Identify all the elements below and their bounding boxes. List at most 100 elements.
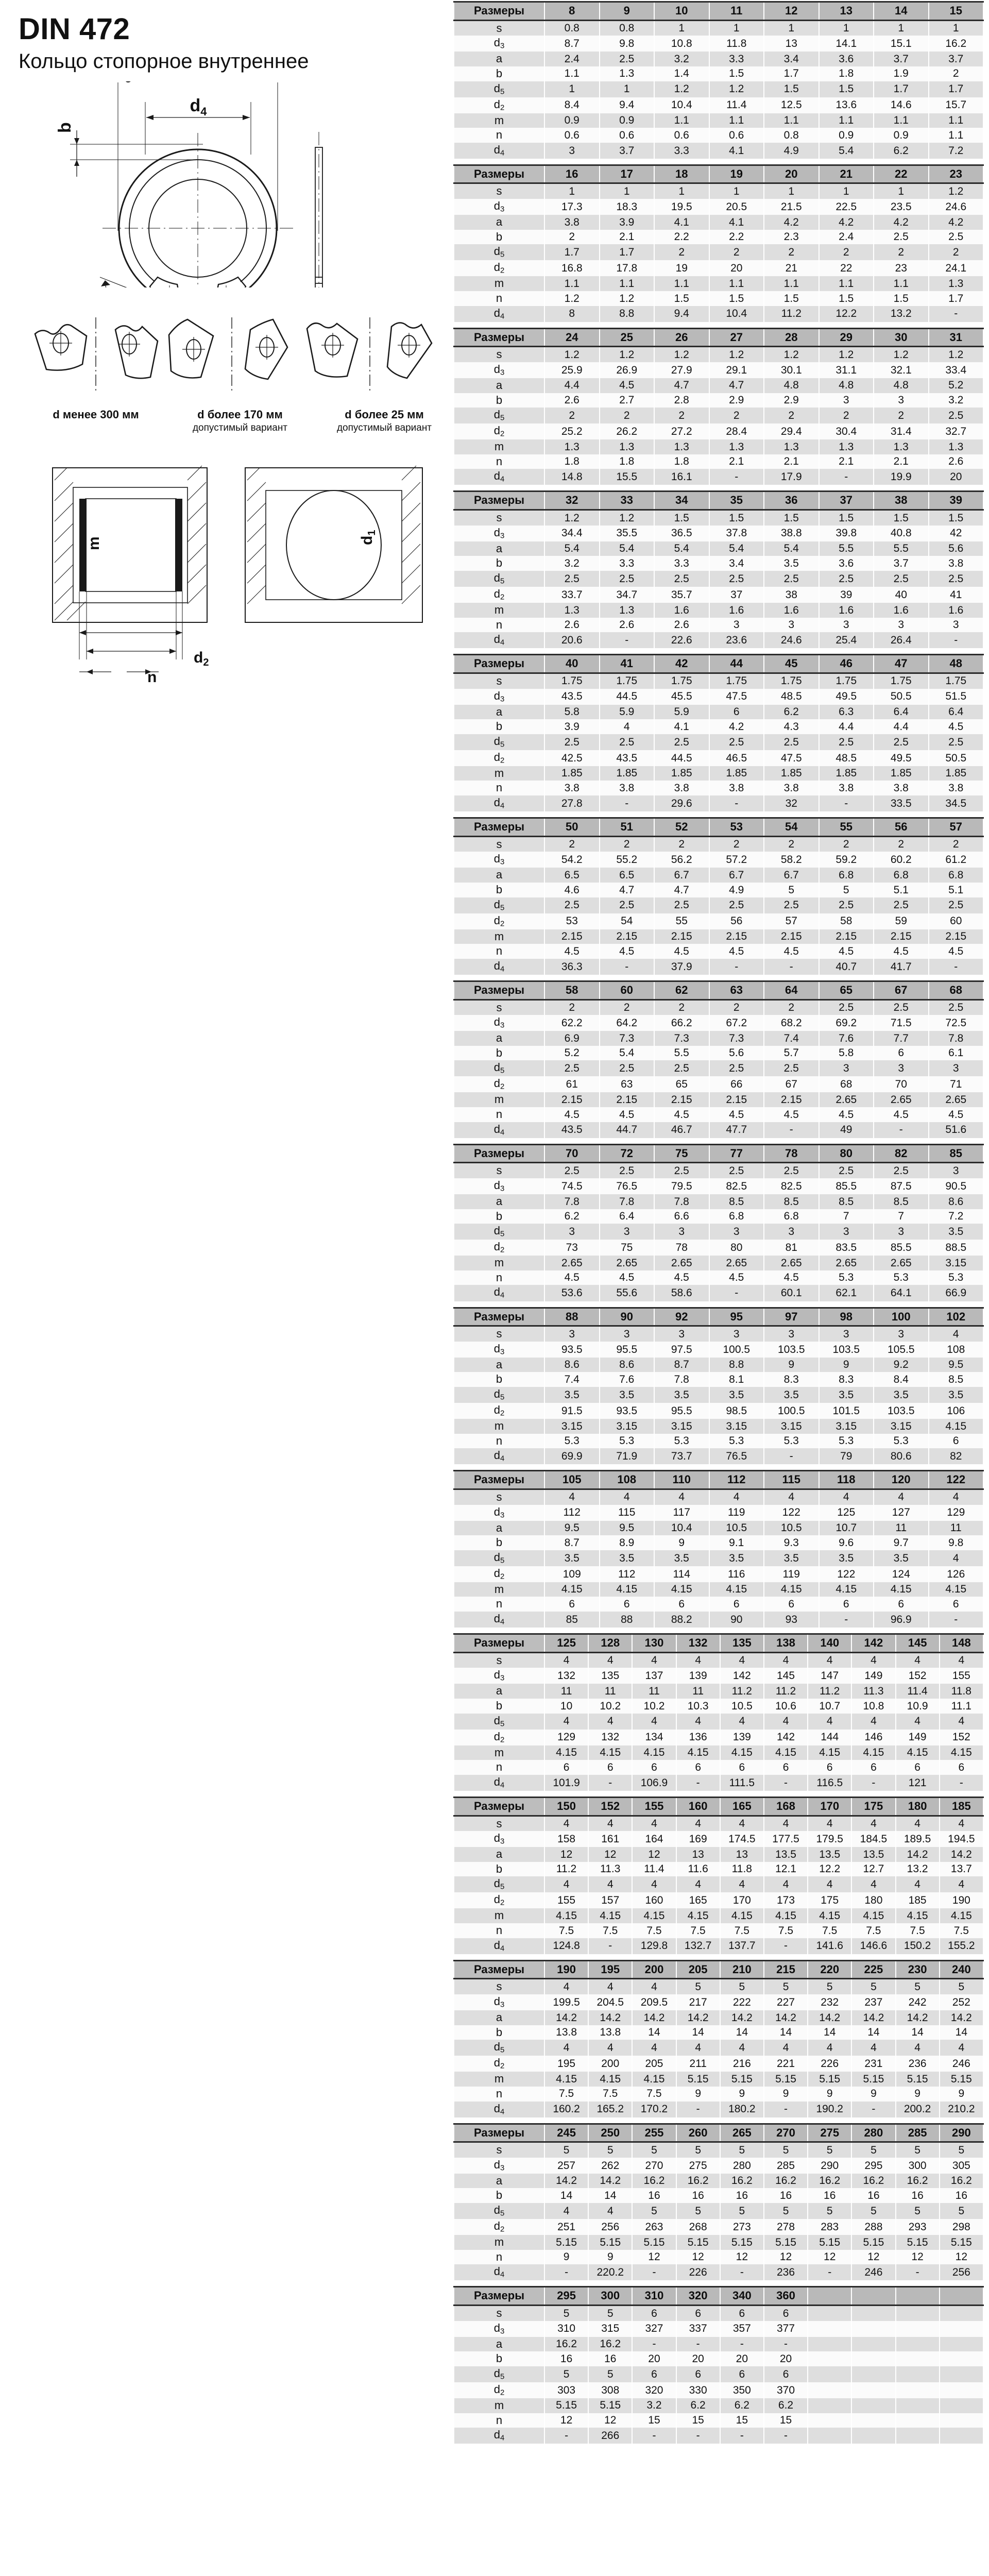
table-cell: 6: [928, 1433, 984, 1449]
table-cell: 4: [543, 2203, 589, 2219]
table-row: n 2.6 2.6 2.6 3 3 3 3 3: [453, 617, 984, 633]
column-header-size: 45: [763, 654, 820, 674]
table-cell: 2.65: [654, 1256, 710, 1270]
table-row: d2 16.8 17.8 19 20 21 22 23 24.1: [453, 260, 984, 277]
table-row: n 7.5 7.5 7.5 7.5 7.5 7.5 7.5 7.5 7.5 7.5: [453, 1923, 984, 1938]
column-header-size: 37: [818, 490, 874, 511]
table-header-row: Размеры 40 41 42 44 45 46 47 48: [453, 654, 984, 674]
table-cell: -: [675, 1774, 721, 1791]
table-cell: -: [818, 795, 874, 812]
table-cell: 5.9: [654, 704, 710, 720]
table-cell: 14: [851, 2025, 896, 2040]
row-label: d5: [453, 1876, 545, 1893]
row-label: d4: [453, 1448, 545, 1465]
table-cell: 157: [588, 1892, 633, 1909]
table-cell: 13.2: [895, 1861, 940, 1877]
table-cell: -: [588, 1938, 633, 1954]
table-cell: 57.2: [708, 852, 764, 868]
table-cell: 2.5: [544, 1060, 600, 1077]
row-label: d4: [453, 958, 545, 975]
row-label: s: [453, 2305, 545, 2321]
table-row: d5 2.5 2.5 2.5 2.5 2.5 3 3 3: [453, 1060, 984, 1077]
table-cell: 136: [675, 1729, 721, 1745]
table-cell: 7.5: [588, 1923, 633, 1938]
table-cell: 9: [851, 2086, 896, 2102]
table-cell: 5: [632, 2203, 677, 2219]
table-cell: 2.65: [708, 1256, 764, 1270]
table-cell: -: [763, 1774, 809, 1791]
table-row: d5 2.5 2.5 2.5 2.5 2.5 2.5 2.5 2.5: [453, 897, 984, 913]
row-label: d3: [453, 1341, 545, 1358]
table-cell: 97.5: [654, 1341, 710, 1358]
table-cell: 5.3: [873, 1433, 929, 1449]
table-cell: 1.1: [599, 276, 655, 291]
column-header-size: 195: [588, 1959, 633, 1980]
table-cell: 6.8: [873, 868, 929, 883]
table-cell: 5.15: [851, 2235, 896, 2250]
row-label: b: [453, 2188, 545, 2204]
table-cell: 59.2: [818, 852, 874, 868]
table-cell: 10.8: [654, 36, 710, 52]
table-cell: 3.8: [708, 781, 764, 796]
table-cell: 3.15: [708, 1419, 764, 1434]
table-cell: 132: [588, 1729, 633, 1745]
table-cell: 170: [719, 1892, 764, 1909]
table-cell: 49.5: [818, 688, 874, 705]
table-row: d3 54.2 55.2 56.2 57.2 58.2 59.2 60.2 61.2: [453, 852, 984, 868]
row-label: m: [453, 1908, 545, 1924]
table-cell: 1.1: [654, 113, 710, 128]
row-label: d2: [453, 750, 545, 766]
row-label: a: [453, 868, 545, 883]
table-cell: 47.5: [763, 750, 820, 766]
table-row: d2 195 200 205 211 216 221 226 231 236 246: [453, 2056, 984, 2072]
table-cell: 3.8: [654, 781, 710, 796]
table-cell: 27.9: [654, 362, 710, 378]
table-cell: 80: [708, 1240, 764, 1256]
table-cell: 6: [543, 1760, 589, 1775]
table-row: d4 85 88 88.2 90 93-96.9-: [453, 1612, 984, 1628]
lug-variant-title-2: d более 25 мм: [345, 408, 424, 421]
table-row: d2 25.2 26.2 27.2 28.4 29.4 30.4 31.4 32.7: [453, 423, 984, 440]
table-row: s 2.5 2.5 2.5 2.5 2.5 2.5 2.5 3: [453, 1162, 984, 1178]
table-cell: 11: [588, 1684, 633, 1699]
table-cell: 19: [654, 260, 710, 277]
table-cell: 3.3: [654, 142, 710, 159]
table-cell: 124.8: [543, 1938, 589, 1954]
table-cell: 4: [675, 1713, 721, 1730]
row-label: d5: [453, 1060, 545, 1077]
table-cell: 2: [928, 836, 984, 852]
table-cell: 0.8: [544, 20, 600, 36]
table-cell: -: [851, 2101, 896, 2117]
table-cell: 3.5: [654, 1550, 710, 1566]
table-cell: 6.7: [763, 868, 820, 883]
table-cell: 7.8: [654, 1194, 710, 1209]
column-header-size: 56: [873, 817, 929, 837]
table-cell: 3.5: [928, 1387, 984, 1403]
table-cell: 27.2: [654, 423, 710, 440]
table-row: d4 160.2 165.2 170.2-180.2-190.2-200.2 210.2: [453, 2101, 984, 2117]
row-label: d3: [453, 852, 545, 868]
row-label: d5: [453, 1224, 545, 1240]
table-cell: 6: [818, 1597, 874, 1612]
table-cell: 2: [763, 408, 820, 424]
table-cell: 5.2: [928, 378, 984, 393]
table-row: b 2.6 2.7 2.8 2.9 2.9 3 3 3.2: [453, 393, 984, 408]
table-cell: 1.5: [763, 291, 820, 306]
table-cell: 3.5: [818, 1550, 874, 1566]
table-cell: 4.1: [654, 215, 710, 230]
row-label: b: [453, 1535, 545, 1550]
table-header-row: Размеры 16 17 18 19 20 21 22 23: [453, 164, 984, 184]
table-cell: 1.3: [928, 276, 984, 291]
table-cell: 13.5: [851, 1847, 896, 1862]
table-cell: 11.4: [632, 1861, 677, 1877]
table-cell: 7.8: [928, 1031, 984, 1046]
table-cell: 82.5: [763, 1178, 820, 1194]
table-cell: 6.2: [675, 2398, 721, 2413]
table-cell: 0.6: [708, 128, 764, 143]
dimension-table-block-3: Размеры 32 33 34 35 36 37 38 39 s 1.2 1.2 1.5 1.5 1.5 1…: [453, 490, 984, 649]
table-cell: 2.5: [599, 570, 655, 587]
column-header-size: 42: [654, 654, 710, 674]
table-cell: 23.5: [873, 199, 929, 215]
